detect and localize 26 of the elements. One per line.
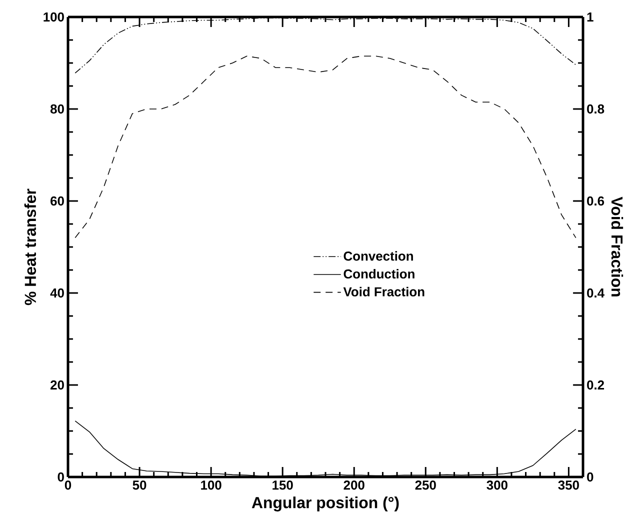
x-tick-label: 100 xyxy=(201,480,222,490)
y-tick-label: 0 xyxy=(58,472,64,482)
legend-label: Conduction xyxy=(344,269,414,279)
x-tick-label: 300 xyxy=(486,480,508,490)
y-tick-label: 60 xyxy=(50,196,64,206)
y-tick-label: 100 xyxy=(44,12,64,22)
y-axis-title: % Heat transfer xyxy=(24,188,36,306)
y2-axis-title: Void Fraction xyxy=(611,196,624,296)
y2-tick-label: 1 xyxy=(587,12,594,22)
y2-tick-label: 0.8 xyxy=(587,104,604,114)
y2-tick-label: 0.4 xyxy=(587,288,604,298)
x-tick-label: 150 xyxy=(272,480,293,490)
y-tick-label: 20 xyxy=(50,380,64,390)
x-tick-label: 200 xyxy=(344,480,364,490)
legend-label: Void Fraction xyxy=(343,286,424,296)
x-tick-label: 50 xyxy=(132,480,146,490)
x-axis-title: Angular position (°) xyxy=(252,496,399,512)
y-tick-label: 40 xyxy=(50,288,64,298)
y2-tick-label: 0.6 xyxy=(587,196,604,206)
x-tick-label: 350 xyxy=(558,480,579,490)
x-tick-label: 250 xyxy=(415,480,436,490)
x-tick-label: 0 xyxy=(64,480,72,490)
y-tick-label: 80 xyxy=(50,104,64,114)
legend-label: Convection xyxy=(344,251,413,261)
y2-tick-label: 0 xyxy=(587,472,594,482)
y2-tick-label: 0.2 xyxy=(587,380,604,390)
